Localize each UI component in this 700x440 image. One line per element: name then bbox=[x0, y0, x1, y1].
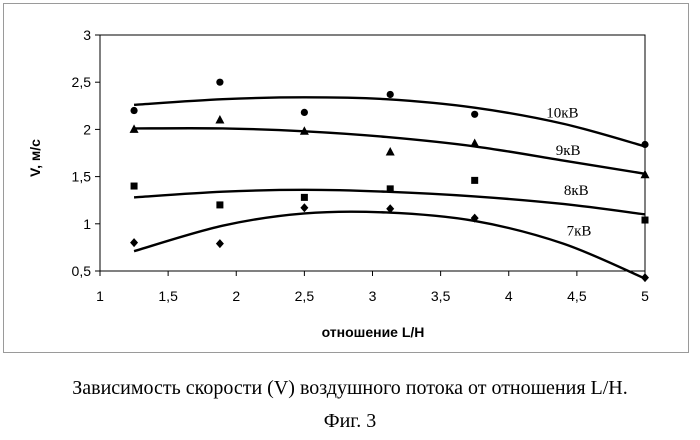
y-tick-label: 1,5 bbox=[72, 169, 92, 185]
x-tick-label: 4,5 bbox=[567, 288, 587, 304]
y-tick-label: 0,5 bbox=[72, 263, 92, 279]
y-tick-label: 2,5 bbox=[72, 74, 92, 90]
diamond-marker bbox=[641, 273, 649, 282]
x-tick-label: 3 bbox=[369, 288, 377, 304]
y-tick-label: 3 bbox=[83, 27, 91, 43]
x-axis-title: отношение L/H bbox=[322, 324, 425, 340]
y-tick-label: 1 bbox=[83, 216, 91, 232]
series-label-diamond: 7кВ bbox=[567, 223, 592, 239]
square-marker bbox=[471, 177, 478, 184]
series-label-square: 8кВ bbox=[564, 183, 589, 199]
circle-marker bbox=[216, 79, 223, 86]
x-tick-label: 2 bbox=[232, 288, 240, 304]
series-label-circle: 10кВ bbox=[546, 105, 578, 121]
x-tick-label: 3,5 bbox=[431, 288, 451, 304]
triangle-marker bbox=[386, 147, 395, 156]
x-tick-label: 1,5 bbox=[158, 288, 178, 304]
trend-line-diamond bbox=[134, 212, 645, 279]
diamond-marker bbox=[216, 239, 224, 248]
circle-marker bbox=[130, 107, 137, 114]
x-tick-label: 1 bbox=[96, 288, 104, 304]
square-marker bbox=[131, 183, 138, 190]
circle-marker bbox=[471, 111, 478, 118]
figure-caption: Зависимость скорости (V) воздушного пото… bbox=[0, 377, 700, 400]
x-tick-label: 4 bbox=[505, 288, 513, 304]
y-axis-title: V, м/с bbox=[27, 139, 43, 177]
circle-marker bbox=[387, 91, 394, 98]
x-tick-label: 2,5 bbox=[295, 288, 315, 304]
square-marker bbox=[387, 185, 394, 192]
triangle-marker bbox=[215, 115, 224, 124]
figure-number: Фиг. 3 bbox=[0, 410, 700, 433]
square-marker bbox=[301, 194, 308, 201]
x-tick-label: 5 bbox=[641, 288, 649, 304]
square-marker bbox=[216, 201, 223, 208]
circle-marker bbox=[301, 109, 308, 116]
diamond-marker bbox=[300, 203, 308, 212]
diamond-marker bbox=[130, 238, 138, 247]
square-marker bbox=[642, 217, 649, 224]
chart-axes: 11,522,533,544,550,511,522,53 bbox=[72, 27, 650, 304]
triangle-marker bbox=[470, 139, 479, 148]
y-tick-label: 2 bbox=[83, 121, 91, 137]
series-label-triangle: 9кВ bbox=[556, 143, 581, 159]
circle-marker bbox=[641, 141, 648, 148]
